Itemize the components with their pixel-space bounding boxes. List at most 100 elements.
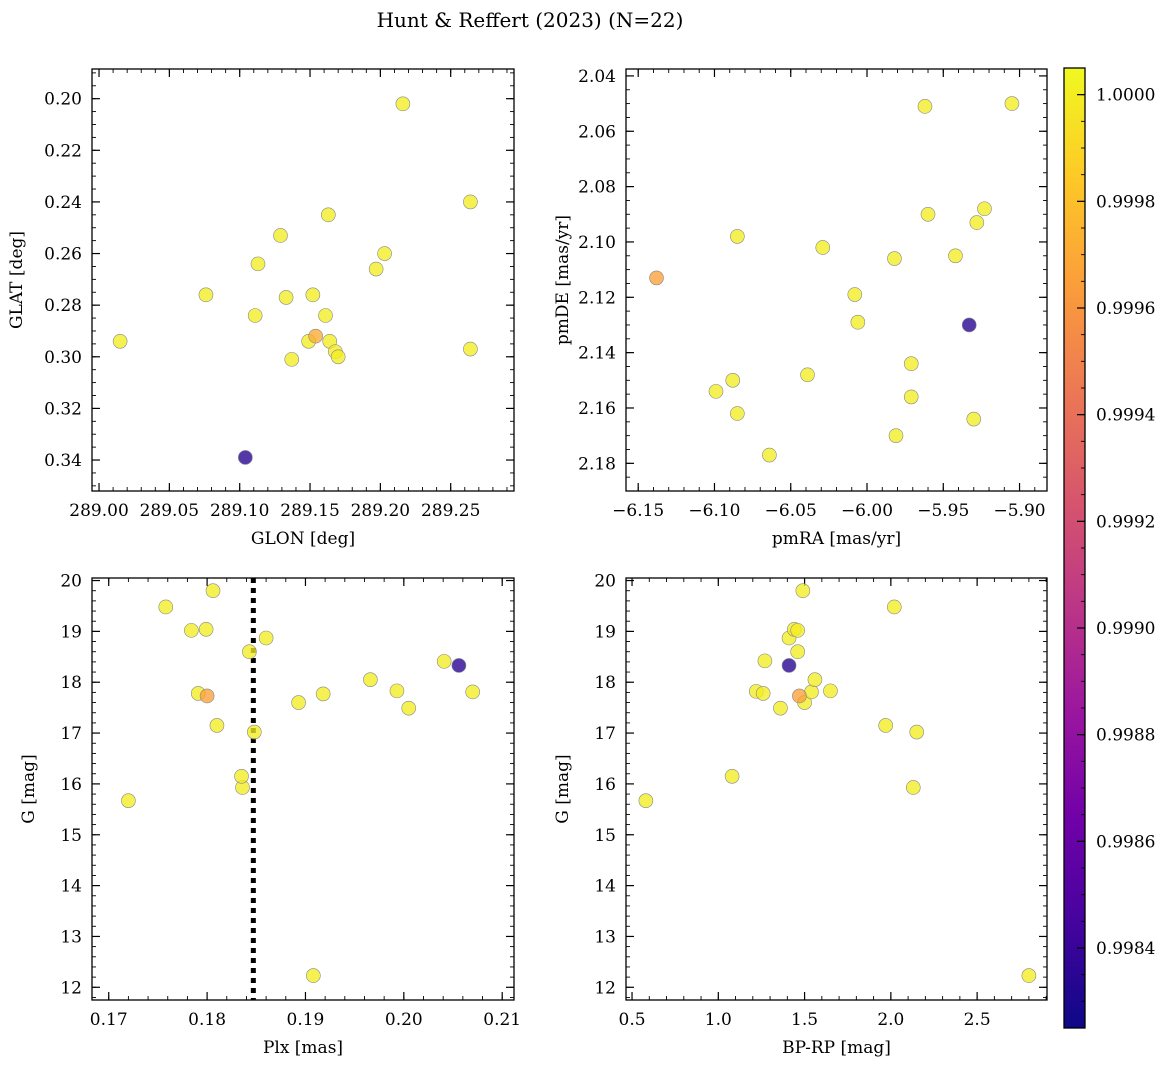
scatter-point [909,724,925,740]
colorbar-tick-label: 0.9990 [1096,619,1155,639]
y-tick-label: 0.26 [44,245,82,265]
scatter-point [966,411,982,427]
colorbar: 0.9984 0.9986 0.9988 0.9990 0.9992 0.9994 0.99… [1063,67,1155,1029]
scatter-point [273,228,288,243]
x-tick-label: 0.20 [385,1010,423,1030]
scatter-point [247,724,262,740]
x-tick-label: 289.00 [69,501,128,521]
y-tick-label: 2.14 [578,344,616,364]
y-tick-label: 0.32 [44,399,82,419]
y-tick-label: 16 [60,775,82,795]
scatter-point [247,308,263,323]
scatter-point [755,686,771,701]
scatter-point [790,623,805,638]
y-axis-label: G [mag] [553,754,573,823]
scatter-point [969,215,985,230]
y-tick-label: 0.28 [44,296,82,316]
x-tick-label: −6.10 [688,501,740,521]
y-tick-label: 20 [60,572,82,592]
scatter-point [847,287,863,302]
scatter-point [887,599,902,615]
x-tick-label: 2.5 [964,1010,991,1030]
x-tick-label: −6.15 [612,501,664,521]
scatter-point [724,768,740,784]
scatter-point [258,630,274,646]
scatter-point [242,644,257,660]
panel-bprp-g: 0.5 1.0 1.5 2.0 2.5 12 13 14 15 16 17 18 19 20 BP-RP [… [553,572,1048,1058]
colorbar-tick-label: 0.9988 [1096,726,1155,746]
x-tick-label: 2.0 [877,1010,904,1030]
scatter-point [401,700,417,716]
y-tick-label: 12 [60,978,82,998]
scatter-point [198,287,214,303]
panel-glon-glat: 289.00 289.05 289.10 289.15 289.20 289.25 0.20… [7,68,515,549]
scatter-point [209,718,225,733]
scatter-point [730,229,745,244]
axes-frame [625,68,1048,492]
y-tick-label: 14 [60,877,82,897]
colorbar-frame [1063,67,1086,1029]
scatter-point [795,583,811,599]
y-tick-label: 0.24 [44,193,82,213]
scatter-point [762,447,777,463]
axes-frame [91,68,515,492]
y-tick-label: 0.22 [44,141,82,161]
scatter-point [234,768,249,784]
x-tick-label: 0.19 [287,1010,325,1030]
y-tick-label: 2.10 [578,233,616,253]
x-axis-label: BP-RP [mag] [782,1038,891,1058]
scatter-point [823,683,838,699]
x-tick-label: 1.0 [705,1010,732,1030]
y-tick-label: 18 [594,673,616,693]
scatter-point [238,450,253,465]
x-tick-label: 289.10 [210,501,269,521]
scatter-point [465,684,480,700]
x-axis-label: pmRA [mas/yr] [772,529,901,549]
y-tick-label: 19 [60,622,82,642]
scatter-point [436,654,452,669]
y-tick-label: 13 [60,927,82,947]
scatter-point [917,99,933,114]
x-tick-label: −5.90 [993,501,1045,521]
figure-title: Hunt & Reffert (2023) (N=22) [377,8,684,32]
y-tick-label: 0.30 [44,348,82,368]
y-tick-label: 2.12 [578,288,616,308]
scatter-point [850,314,866,330]
y-tick-label: 17 [60,724,82,744]
y-tick-label: 15 [60,826,82,846]
scatter-point [330,349,346,365]
scatter-point [389,683,405,699]
scatter-point [321,207,336,223]
scatter-point [250,256,266,272]
scatter-point [920,206,936,222]
scatter-point [121,793,136,808]
panel-pmra-pmde: −6.15 −6.10 −6.05 −6.00 −5.95 −5.90 2.04 2.06 2.… [553,67,1048,549]
scatter-point [315,686,331,702]
y-tick-label: 20 [594,572,616,592]
y-tick-label: 15 [594,826,616,846]
scatter-point [708,384,724,399]
scatter-point [1021,968,1037,983]
scatter-point [198,622,214,637]
scatter-point [199,688,215,704]
x-tick-label: 289.20 [351,501,410,521]
scatter-point [284,352,300,367]
scatter-point [308,328,323,344]
scatter-point [807,672,823,687]
x-tick-label: −5.95 [917,501,969,521]
x-tick-label: −6.05 [765,501,817,521]
y-tick-label: 2.04 [578,67,616,87]
scatter-point [878,718,893,733]
scatter-point [158,599,174,615]
y-tick-label: 19 [594,622,616,642]
scatter-point [887,251,902,266]
scatter-point [888,428,904,443]
axes-frame [625,577,1048,1001]
scatter-point [368,261,384,277]
scatter-point [773,700,788,716]
scatter-point [306,968,321,983]
scatter-point [948,248,963,264]
x-tick-label: −6.00 [841,501,893,521]
x-tick-label: 289.05 [140,501,199,521]
